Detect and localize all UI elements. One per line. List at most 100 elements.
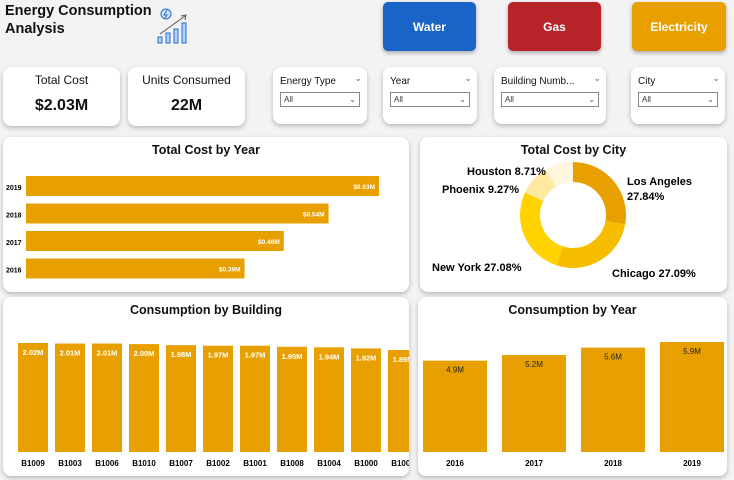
bar-2016 bbox=[423, 360, 487, 452]
category-label: B1009 bbox=[21, 459, 45, 468]
slicer-value: All bbox=[284, 95, 293, 104]
title-line-1: Energy Consumption bbox=[5, 3, 152, 19]
data-label: $0.54M bbox=[303, 212, 325, 219]
data-label: 1.92M bbox=[356, 353, 377, 362]
chart-title: Total Cost by City bbox=[520, 143, 627, 157]
data-label: 2.01M bbox=[60, 349, 81, 358]
slice-Los Angeles bbox=[573, 162, 626, 225]
slicer-value: All bbox=[642, 95, 651, 104]
slicer-value: All bbox=[505, 95, 514, 104]
slice-label: Phoenix 9.27% bbox=[442, 184, 519, 196]
category-label: 2019 bbox=[6, 185, 22, 192]
data-label: 5.9M bbox=[683, 347, 701, 356]
title-line-2: Analysis bbox=[5, 21, 65, 37]
category-label: B1000 bbox=[354, 459, 378, 468]
bar-B1008 bbox=[277, 346, 307, 452]
category-label: B1002 bbox=[206, 459, 230, 468]
bar-2017 bbox=[26, 231, 284, 251]
chart-title: Total Cost by Year bbox=[152, 143, 260, 157]
gas-button[interactable]: Gas bbox=[508, 2, 601, 51]
page-title: Energy Consumption Analysis bbox=[5, 2, 152, 38]
slicer-3: City ⌄ All ⌄ bbox=[631, 67, 725, 124]
slicer-dropdown[interactable]: All ⌄ bbox=[390, 92, 470, 107]
category-label: B1008 bbox=[280, 459, 304, 468]
slice-Houston bbox=[545, 162, 573, 187]
total-cost-by-city-card: Total Cost by City Los Angeles 27.84% Chic… bbox=[420, 137, 727, 292]
kpi-total-cost: Total Cost $2.03M bbox=[3, 67, 120, 126]
electricity-button[interactable]: Electricity bbox=[632, 2, 726, 51]
bar-B1006 bbox=[92, 343, 122, 452]
chevron-down-icon[interactable]: ⌄ bbox=[354, 73, 362, 83]
bar-2019 bbox=[660, 342, 724, 452]
total-cost-by-year-card: Total Cost by Year 2019 $0.63M 2018 $0.54M 2… bbox=[3, 137, 409, 292]
kpi-label: Units Consumed bbox=[142, 73, 231, 87]
kpi-units-consumed: Units Consumed 22M bbox=[128, 67, 245, 126]
data-label: 1.97M bbox=[208, 351, 229, 360]
slice-New York bbox=[520, 192, 563, 266]
data-label: 5.6M bbox=[604, 353, 622, 362]
slicer-1: Year ⌄ All ⌄ bbox=[383, 67, 477, 124]
slicer-label: City bbox=[638, 76, 656, 87]
data-label: 2.01M bbox=[97, 349, 118, 358]
data-label: 5.2M bbox=[525, 360, 543, 369]
bar-B1005 bbox=[388, 350, 409, 452]
category-label: B1003 bbox=[58, 459, 82, 468]
data-label: $0.46M bbox=[258, 239, 280, 246]
kpi-label: Total Cost bbox=[34, 73, 89, 87]
category-label: 2019 bbox=[683, 459, 701, 468]
chevron-down-icon[interactable]: ⌄ bbox=[593, 73, 601, 83]
category-label: 2017 bbox=[6, 240, 22, 247]
chevron-down-icon[interactable]: ⌄ bbox=[712, 73, 720, 83]
slice-Chicago bbox=[556, 220, 626, 268]
water-button[interactable]: Water bbox=[383, 2, 476, 51]
data-label: 1.94M bbox=[319, 352, 340, 361]
consumption-by-year-chart: 4.9M 2016 5.2M 2017 5.6M 2018 5.9M 2019 bbox=[423, 342, 724, 468]
slice-label: Los Angeles bbox=[627, 176, 692, 188]
data-label: 1.89M bbox=[393, 355, 409, 364]
category-label: 2018 bbox=[604, 459, 622, 468]
category-label: B1007 bbox=[169, 459, 193, 468]
kpi-value: 22M bbox=[170, 97, 203, 114]
slicer-0: Energy Type ⌄ All ⌄ bbox=[273, 67, 367, 124]
kpi-value: $2.03M bbox=[34, 97, 89, 114]
data-label: 2.00M bbox=[134, 349, 155, 358]
slicer-label: Year bbox=[390, 76, 411, 87]
chevron-down-icon: ⌄ bbox=[459, 95, 466, 104]
data-label: $0.63M bbox=[353, 184, 375, 191]
bar-2017 bbox=[502, 355, 566, 452]
slicer-dropdown[interactable]: All ⌄ bbox=[638, 92, 718, 107]
category-label: 2018 bbox=[6, 213, 22, 220]
category-label: 2016 bbox=[446, 459, 464, 468]
data-label: $0.39M bbox=[219, 267, 241, 274]
chart-title: Consumption by Year bbox=[508, 303, 637, 317]
bar-2016 bbox=[26, 258, 245, 279]
data-label: 1.98M bbox=[171, 350, 192, 359]
bar-B1007 bbox=[166, 345, 196, 452]
bar-B1002 bbox=[203, 345, 233, 452]
slicer-2: Building Numb... ⌄ All ⌄ bbox=[494, 67, 606, 124]
category-label: B1010 bbox=[132, 459, 156, 468]
data-label: 4.9M bbox=[446, 366, 464, 375]
slicer-dropdown[interactable]: All ⌄ bbox=[280, 92, 360, 107]
category-label: B1004 bbox=[317, 459, 341, 468]
category-label: 2016 bbox=[6, 268, 22, 275]
slicer-dropdown[interactable]: All ⌄ bbox=[501, 92, 599, 107]
chevron-down-icon: ⌄ bbox=[588, 95, 595, 104]
slicer-label: Energy Type bbox=[280, 76, 336, 87]
bar-B1004 bbox=[314, 347, 344, 452]
consumption-by-building-card: Consumption by Building 2.02M B1009 2.01M B… bbox=[3, 297, 409, 476]
slice-value: 27.84% bbox=[627, 191, 665, 203]
category-label: B1005 bbox=[391, 459, 409, 468]
total-cost-by-year-chart: 2019 $0.63M 2018 $0.54M 2017 $0.46M 2016 $0.39M bbox=[6, 176, 379, 279]
chart-title: Consumption by Building bbox=[129, 303, 283, 317]
slice-label: New York 27.08% bbox=[432, 262, 522, 274]
energy-chart-icon bbox=[157, 8, 187, 44]
bar-2018 bbox=[26, 203, 329, 224]
consumption-by-year-card: Consumption by Year 4.9M 2016 5.2M 2017 5.6M… bbox=[418, 297, 727, 476]
data-label: 1.95M bbox=[282, 352, 303, 361]
slice-label: Houston 8.71% bbox=[467, 166, 546, 178]
bar-B1000 bbox=[351, 348, 381, 452]
total-cost-by-city-chart: Los Angeles 27.84% Chicago 27.09% New York … bbox=[432, 162, 696, 280]
chevron-down-icon[interactable]: ⌄ bbox=[464, 73, 472, 83]
slicer-value: All bbox=[394, 95, 403, 104]
